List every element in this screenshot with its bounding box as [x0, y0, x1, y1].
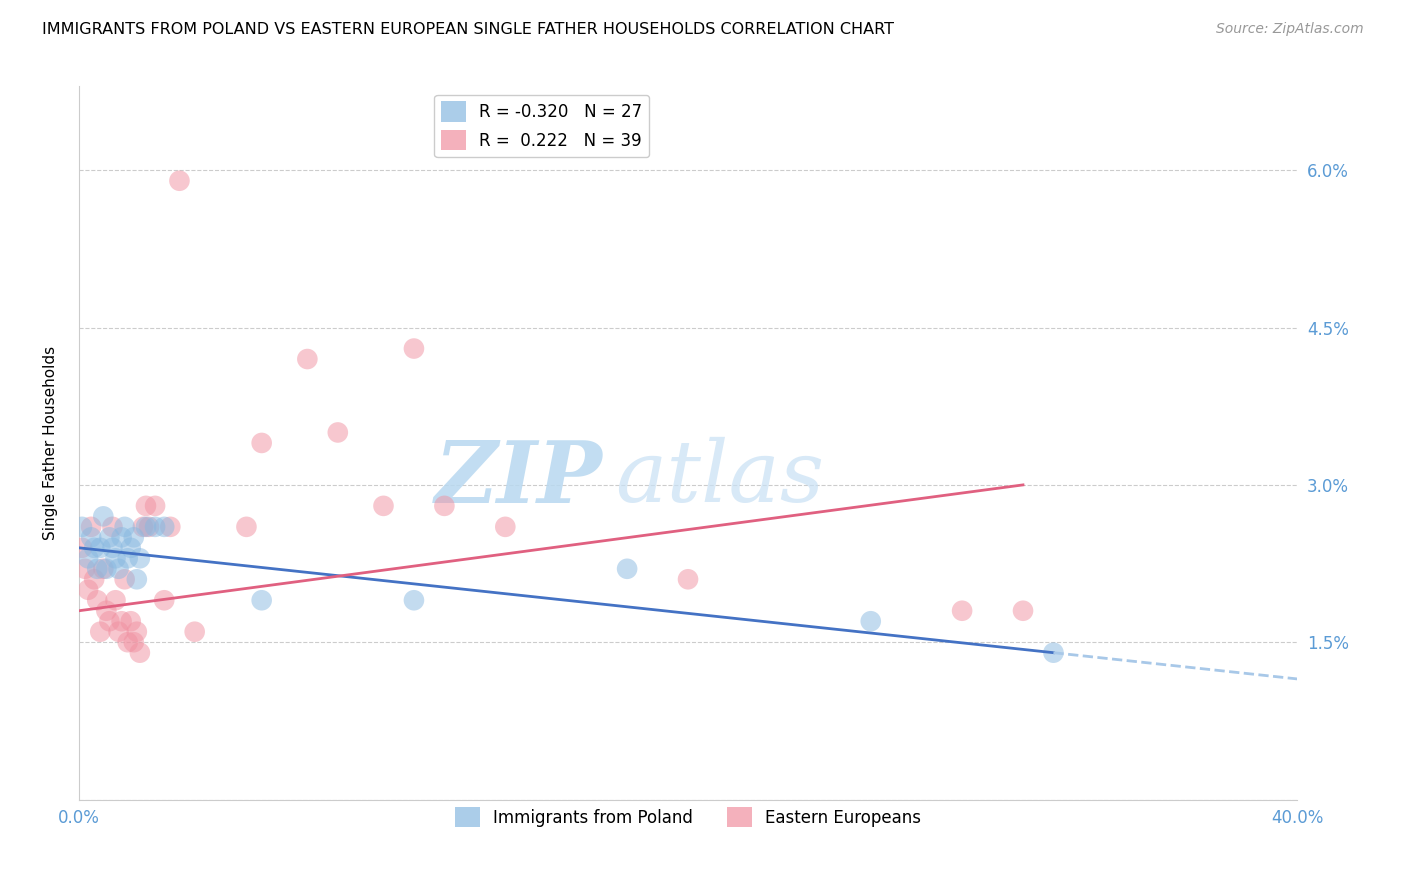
Point: [107, 624, 129, 639]
Point: [104, 551, 127, 566]
Point: [159, 520, 181, 534]
Point: [169, 174, 191, 188]
Point: [89, 624, 111, 639]
Point: [104, 593, 127, 607]
Point: [86, 562, 108, 576]
Point: [83, 541, 105, 555]
Point: [250, 436, 273, 450]
Point: [143, 520, 166, 534]
Point: [494, 520, 516, 534]
Point: [101, 520, 124, 534]
Point: [950, 604, 973, 618]
Point: [96, 562, 118, 576]
Point: [859, 614, 882, 628]
Point: [138, 520, 160, 534]
Point: [153, 593, 176, 607]
Point: [135, 520, 157, 534]
Point: [107, 562, 129, 576]
Point: [616, 562, 638, 576]
Text: Source: ZipAtlas.com: Source: ZipAtlas.com: [1216, 22, 1364, 37]
Point: [122, 635, 145, 649]
Point: [98, 614, 121, 628]
Point: [122, 530, 145, 544]
Point: [120, 541, 142, 555]
Point: [80, 520, 103, 534]
Point: [70, 520, 93, 534]
Text: ZIP: ZIP: [434, 437, 603, 520]
Point: [117, 551, 139, 566]
Point: [132, 520, 155, 534]
Point: [77, 582, 100, 597]
Point: [70, 541, 93, 555]
Point: [402, 342, 425, 356]
Point: [110, 614, 132, 628]
Y-axis label: Single Father Households: Single Father Households: [44, 346, 58, 540]
Point: [77, 551, 100, 566]
Point: [433, 499, 456, 513]
Point: [83, 572, 105, 586]
Point: [1012, 604, 1035, 618]
Text: IMMIGRANTS FROM POLAND VS EASTERN EUROPEAN SINGLE FATHER HOUSEHOLDS CORRELATION : IMMIGRANTS FROM POLAND VS EASTERN EUROPE…: [42, 22, 894, 37]
Point: [402, 593, 425, 607]
Point: [91, 562, 114, 576]
Point: [89, 541, 111, 555]
Point: [297, 352, 319, 367]
Point: [125, 572, 148, 586]
Point: [128, 646, 150, 660]
Point: [114, 520, 136, 534]
Point: [120, 614, 142, 628]
Point: [98, 530, 121, 544]
Point: [183, 624, 205, 639]
Legend: Immigrants from Poland, Eastern Europeans: Immigrants from Poland, Eastern European…: [449, 800, 928, 834]
Point: [326, 425, 349, 440]
Point: [135, 499, 157, 513]
Point: [101, 541, 124, 555]
Point: [128, 551, 150, 566]
Point: [96, 604, 118, 618]
Point: [110, 530, 132, 544]
Point: [143, 499, 166, 513]
Point: [153, 520, 176, 534]
Point: [73, 562, 96, 576]
Point: [373, 499, 395, 513]
Point: [80, 530, 103, 544]
Point: [676, 572, 699, 586]
Point: [250, 593, 273, 607]
Point: [1042, 646, 1064, 660]
Point: [235, 520, 257, 534]
Point: [114, 572, 136, 586]
Point: [125, 624, 148, 639]
Point: [86, 593, 108, 607]
Text: atlas: atlas: [614, 437, 824, 520]
Point: [117, 635, 139, 649]
Point: [91, 509, 114, 524]
